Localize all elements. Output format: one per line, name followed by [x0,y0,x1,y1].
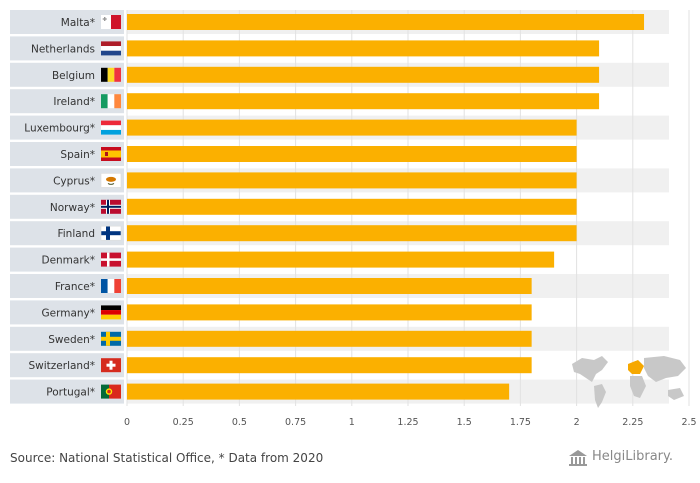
category-label: Germany* [41,307,95,319]
portugal-flag-icon [101,384,121,399]
category-label: Spain* [60,149,95,161]
bar [127,198,577,215]
category-label: Switzerland* [29,360,96,372]
x-tick-label: 0.5 [232,417,247,428]
luxembourg-flag-icon [101,120,121,135]
france-flag-icon [101,279,121,293]
category-label: Netherlands [31,43,95,55]
bar [127,251,555,268]
finland-flag-icon [100,225,122,241]
x-tick-label: 1 [349,417,355,428]
x-tick-label: 1.25 [397,417,418,428]
category-label: Portugal* [46,387,95,399]
x-tick-label: 2.25 [622,417,643,428]
category-label: Cyprus* [53,175,95,187]
cyprus-flag-icon [100,173,122,188]
x-tick-label: 2.5 [681,417,696,428]
world-map-icon [572,356,686,408]
norway-flag-icon [101,199,121,214]
category-label: Sweden* [48,334,95,346]
category-label: Luxembourg* [24,123,95,135]
x-tick-label: 0.25 [173,417,194,428]
bar [127,172,577,189]
x-tick-label: 2 [574,417,580,428]
bar [127,225,577,242]
bar [127,357,532,374]
denmark-flag-icon [101,252,121,267]
category-label: Malta* [61,17,95,29]
category-label: France* [55,281,95,293]
bar [127,66,600,83]
bar [127,383,510,400]
ireland-flag-icon [101,94,121,109]
x-tick-label: 1.75 [510,417,531,428]
bar [127,330,532,347]
bar [127,40,600,57]
bar [127,278,532,294]
x-tick-label: 0.75 [285,417,306,428]
bar [127,119,577,136]
category-label: Denmark* [41,255,95,267]
bar [127,14,645,30]
bar [127,146,577,162]
category-label: Finland [57,228,95,240]
belgium-flag-icon [101,67,121,82]
x-tick-label: 0 [124,417,130,428]
malta-flag-icon [101,15,121,29]
germany-flag-icon [101,305,121,320]
brand-logo: HelgiLibrary. [568,446,693,470]
category-label: Norway* [50,202,95,214]
brand-name: HelgiLibrary. [592,449,673,464]
bar [127,93,600,110]
switzerland-flag-icon [101,358,121,373]
category-label: Belgium [52,70,95,82]
bar-chart: 0 0.25 0.5 0.75 1 1.25 1.5 1.75 2 2.25 2.5 Malta* Ne… [10,10,697,428]
bar [127,304,532,321]
source-note: Source: National Statistical Office, * D… [10,451,324,465]
sweden-flag-icon [101,331,121,346]
spain-flag-icon [101,147,121,161]
netherlands-flag-icon [101,41,121,56]
x-tick-label: 1.5 [457,417,472,428]
library-building-icon [569,450,587,466]
category-label: Ireland* [53,96,95,108]
